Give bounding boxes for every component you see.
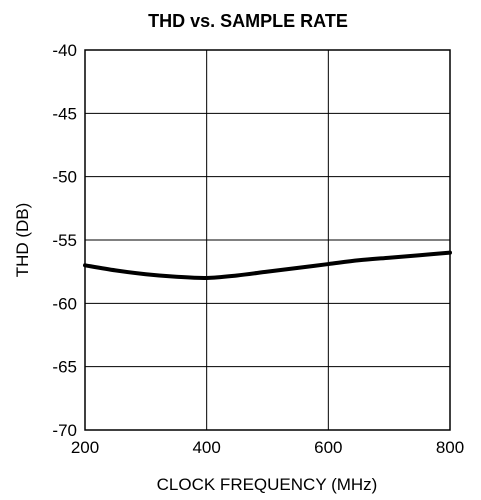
y-tick-label: -50 [52,168,77,187]
plot-frame [84,49,451,431]
y-tick-labels: -40 -45 -50 -55 -60 -65 -70 [52,41,77,440]
grid-lines [85,50,450,430]
x-axis-label: CLOCK FREQUENCY (MHz) [157,475,378,494]
y-tick-label: -45 [52,104,77,123]
x-tick-label: 200 [71,438,99,457]
y-tick-label: -70 [52,421,77,440]
y-tick-label: -40 [52,41,77,60]
x-tick-label: 800 [436,438,464,457]
y-tick-label: -65 [52,358,77,377]
x-tick-label: 400 [192,438,220,457]
y-tick-label: -55 [52,231,77,250]
series-line [83,250,452,281]
chart-title: THD vs. SAMPLE RATE [148,11,348,31]
y-tick-label: -60 [52,294,77,313]
y-axis-label: THD (DB) [13,203,32,278]
x-tick-label: 600 [314,438,342,457]
x-tick-labels: 200 400 600 800 [71,438,464,457]
